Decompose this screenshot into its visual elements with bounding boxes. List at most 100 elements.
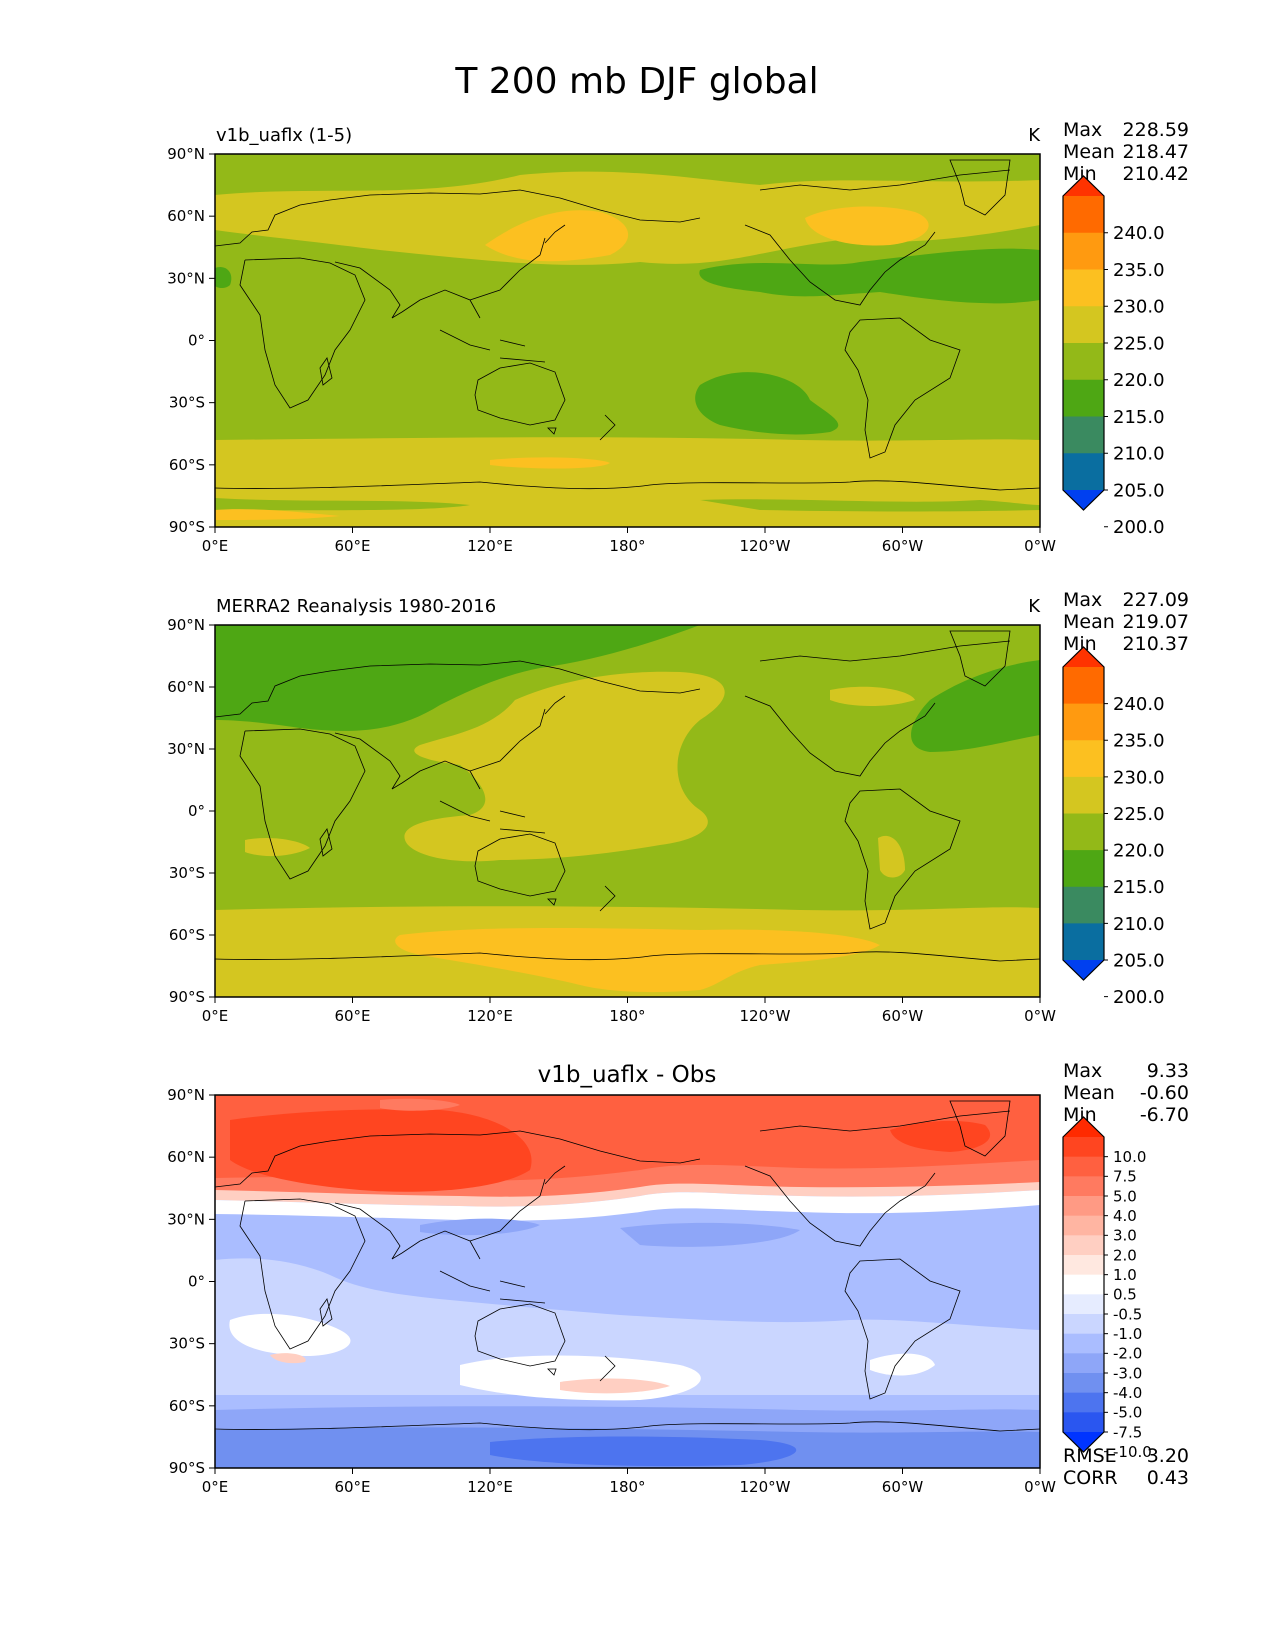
obs-colorbar: 240.0 235.0 230.0 225.0 220.0 215.0 210.0 205.0… (1062, 646, 1165, 1008)
colorbar-extend-max (1063, 1117, 1104, 1137)
colorbar-segment (1063, 269, 1104, 307)
lon-tick-label: 60°E (334, 537, 370, 555)
colorbar-label: 3.0 (1113, 1227, 1137, 1245)
model-coastlines (215, 159, 1040, 491)
colorbar-segment (1063, 306, 1104, 344)
colorbar-segment (1063, 703, 1104, 741)
colorbar-label: 230.0 (1113, 297, 1165, 318)
panel-model: v1b_uaflx (1-5) K Max 228.59 Mean 218.47… (167, 119, 1189, 555)
lat-tick-label: 90°N (167, 145, 205, 163)
diff-title: v1b_uaflx - Obs (538, 1062, 717, 1088)
lon-tick-label: 60°W (882, 1478, 924, 1496)
lat-tick-label: 30°S (169, 1335, 205, 1353)
lon-tick-label: 180° (609, 1007, 645, 1025)
obs-coastlines (215, 630, 1040, 962)
colorbar-label: 210.0 (1113, 444, 1165, 465)
lon-tick-label: 60°W (882, 1007, 924, 1025)
lon-tick-label: 180° (609, 537, 645, 555)
colorbar-label: 205.0 (1113, 480, 1165, 501)
colorbar-segment (1063, 1314, 1104, 1335)
colorbar-segment (1063, 1176, 1104, 1197)
colorbar-segment (1063, 923, 1104, 961)
lon-tick-label: 0°E (202, 1007, 229, 1025)
lat-tick-label: 60°S (169, 926, 205, 944)
lat-tick-label: 60°S (169, 456, 205, 474)
colorbar-segment (1063, 379, 1104, 417)
colorbar-segment (1063, 776, 1104, 814)
obs-stat-mean-label: Mean (1063, 611, 1115, 633)
colorbar-label: 5.0 (1113, 1187, 1137, 1205)
colorbar-label: -3.0 (1113, 1364, 1142, 1382)
model-stat-min-label: Min (1063, 163, 1097, 185)
colorbar-label: 240.0 (1113, 223, 1165, 244)
diff-stat-max-label: Max (1063, 1060, 1102, 1082)
lon-tick-label: 0°W (1024, 537, 1056, 555)
lon-tick-label: 120°E (467, 537, 513, 555)
diff-corr-label: CORR (1063, 1467, 1118, 1489)
obs-stat-max-label: Max (1063, 589, 1102, 611)
colorbar-label: 215.0 (1113, 877, 1165, 898)
diff-stat-min-label: Min (1063, 1104, 1097, 1126)
colorbar-label: -5.0 (1113, 1404, 1142, 1422)
obs-stat-min-label: Min (1063, 633, 1097, 655)
colorbar-segment (1063, 416, 1104, 454)
colorbar-label: 4.0 (1113, 1207, 1137, 1225)
diff-rmse-label: RMSE (1063, 1445, 1117, 1467)
colorbar-segment (1063, 1137, 1104, 1158)
obs-stats: Max 227.09 Mean 219.07 Min 210.37 (1063, 589, 1189, 655)
obs-stat-mean-value: 219.07 (1123, 611, 1189, 633)
colorbar-segment (1063, 343, 1104, 381)
obs-lon-axis: 0°E 60°E 120°E 180° 120°W 60°W 0°W (202, 997, 1056, 1025)
diff-stat-max-value: 9.33 (1147, 1060, 1189, 1082)
diff-extra-stats: RMSE 3.20 CORR 0.43 (1063, 1445, 1189, 1489)
diff-stat-mean-value: -0.60 (1140, 1082, 1189, 1104)
colorbar-label: 1.0 (1113, 1266, 1137, 1284)
colorbar-extend-max (1063, 176, 1104, 196)
colorbar-segment (1063, 850, 1104, 888)
colorbar-segment (1063, 886, 1104, 924)
diff-rmse-value: 3.20 (1147, 1445, 1189, 1467)
colorbar-extend-min (1063, 1432, 1104, 1452)
panel-obs: MERRA2 Reanalysis 1980-2016 K Max 227.09… (167, 589, 1189, 1025)
lon-tick-label: 60°W (882, 537, 924, 555)
diff-corr-value: 0.43 (1147, 1467, 1189, 1489)
colorbar-label: 240.0 (1113, 694, 1165, 715)
diff-stat-mean-label: Mean (1063, 1082, 1115, 1104)
colorbar-label: 220.0 (1113, 370, 1165, 391)
lat-tick-label: 30°S (169, 864, 205, 882)
colorbar-label: 10.0 (1113, 1148, 1146, 1166)
lat-tick-label: 0° (188, 1273, 205, 1291)
colorbar-segment (1063, 667, 1104, 705)
lat-tick-label: 0° (188, 802, 205, 820)
colorbar-label: 225.0 (1113, 804, 1165, 825)
model-stat-max-value: 228.59 (1123, 119, 1189, 141)
colorbar-segment (1063, 1235, 1104, 1256)
model-stat-max-label: Max (1063, 119, 1102, 141)
diff-lon-axis: 0°E 60°E 120°E 180° 120°W 60°W 0°W (202, 1468, 1056, 1496)
model-stat-mean-label: Mean (1063, 141, 1115, 163)
colorbar-segment (1063, 1156, 1104, 1177)
model-units: K (1028, 125, 1041, 146)
colorbar-segment (1063, 813, 1104, 851)
lat-tick-label: 0° (188, 332, 205, 350)
colorbar-segment (1063, 1215, 1104, 1236)
colorbar-label: 200.0 (1113, 987, 1165, 1008)
colorbar-label: 230.0 (1113, 767, 1165, 788)
obs-field (215, 625, 1040, 997)
obs-stat-max-value: 227.09 (1123, 589, 1189, 611)
colorbar-segment (1063, 1392, 1104, 1413)
colorbar-label: -4.0 (1113, 1384, 1142, 1402)
lat-tick-label: 30°N (167, 1210, 205, 1228)
obs-units: K (1028, 596, 1041, 617)
colorbar-extend-max (1063, 647, 1104, 667)
obs-lat-axis: 90°N 60°N 30°N 0° 30°S 60°S 90°S (167, 616, 215, 1006)
lon-tick-label: 180° (609, 1478, 645, 1496)
model-title: v1b_uaflx (1-5) (216, 125, 352, 146)
lon-tick-label: 60°E (334, 1007, 370, 1025)
colorbar-label: 210.0 (1113, 914, 1165, 935)
colorbar-label: -0.5 (1113, 1305, 1142, 1323)
colorbar-segment (1063, 1412, 1104, 1433)
colorbar-label: -7.5 (1113, 1423, 1142, 1441)
colorbar-extend-min (1063, 490, 1104, 510)
colorbar-label: 215.0 (1113, 407, 1165, 428)
